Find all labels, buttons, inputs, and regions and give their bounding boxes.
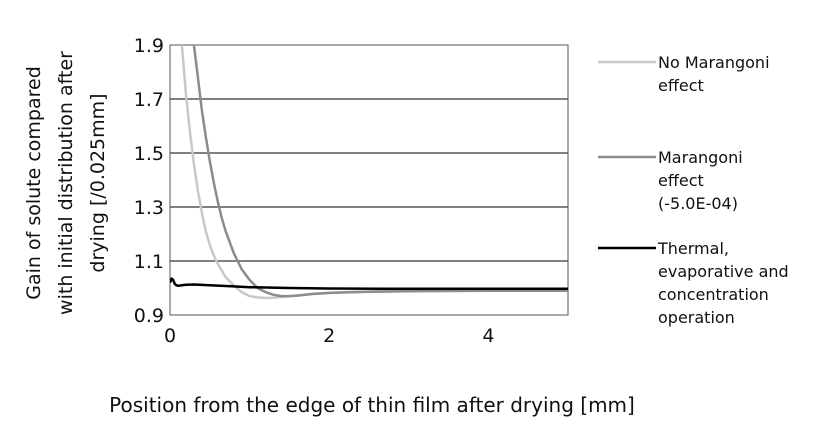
y-tick-label-3: 1.5 — [134, 143, 164, 165]
legend-label-1-line-1: effect — [658, 171, 704, 190]
legend-label-2-line-0: Thermal, — [657, 239, 729, 258]
y-tick-label-5: 1.9 — [134, 35, 164, 57]
y-tick-label-2: 1.3 — [134, 197, 164, 219]
x-axis-tick-labels: 0 2 4 — [164, 325, 494, 347]
y-axis-label-line-3: drying [/0.025mm] — [87, 93, 109, 272]
series-layer — [170, 45, 568, 300]
x-axis-label: Position from the edge of thin film afte… — [109, 393, 635, 417]
y-tick-label-1: 1.1 — [134, 251, 164, 273]
x-tick-label-2: 4 — [482, 325, 494, 347]
series-line-2 — [170, 277, 568, 291]
series-line-0 — [180, 45, 568, 300]
y-axis-tick-labels: 0.9 1.1 1.3 1.5 1.7 1.9 — [134, 35, 164, 327]
y-axis-label-line-1: Gain of solute compared — [23, 66, 45, 300]
plot-area-frame — [169, 44, 569, 316]
legend-label-2-line-2: concentration — [658, 285, 769, 304]
y-axis-label-line-2: with initial distribution after — [55, 51, 77, 315]
series-line-1 — [192, 45, 568, 298]
y-tick-label-0: 0.9 — [134, 305, 164, 327]
legend-label-2-line-3: operation — [658, 308, 735, 327]
legend: No Marangoni effect Marangoni effect (-5.0E-… — [598, 53, 789, 327]
legend-label-1-line-2: (-5.0E-04) — [658, 194, 738, 213]
x-tick-label-1: 2 — [323, 325, 335, 347]
legend-label-2-line-1: evaporative and — [658, 262, 789, 281]
legend-label-1-line-0: Marangoni — [658, 148, 743, 167]
y-tick-label-4: 1.7 — [134, 89, 164, 111]
grid-lines — [170, 44, 568, 316]
x-tick-label-0: 0 — [164, 325, 176, 347]
legend-label-0-line-0: No Marangoni — [658, 53, 770, 72]
legend-label-0-line-1: effect — [658, 76, 704, 95]
